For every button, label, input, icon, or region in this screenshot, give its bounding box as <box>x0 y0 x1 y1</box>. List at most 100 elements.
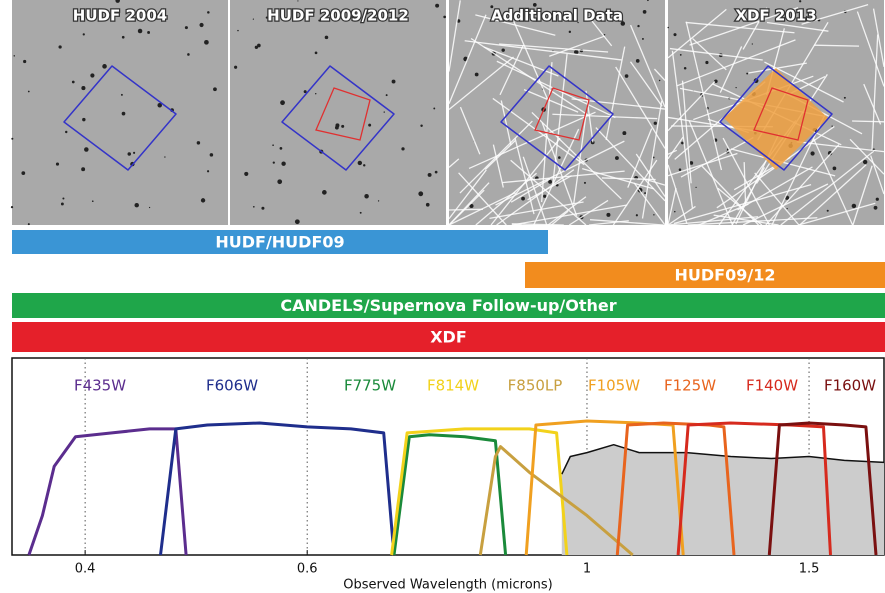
legend-label: F105W <box>588 377 640 395</box>
legend-label: F814W <box>427 377 479 395</box>
star <box>434 170 438 174</box>
hudf-outline <box>719 65 833 171</box>
star <box>695 186 697 189</box>
exposure-edge <box>522 156 548 226</box>
filter-curve <box>27 427 188 556</box>
x-tick-label: 0.4 <box>75 562 96 577</box>
exposure-edge <box>584 11 613 47</box>
exposure-edge <box>500 100 512 146</box>
exposure-edge <box>549 35 606 57</box>
hudf09-outline <box>753 87 809 141</box>
star <box>133 151 136 154</box>
x-tick-label: 0.6 <box>297 562 318 577</box>
exposure-edge <box>722 137 770 226</box>
exposure-edge <box>812 138 854 226</box>
legend-label: F140W <box>746 377 798 395</box>
exposure-edge <box>459 120 533 194</box>
exposure-edge <box>667 8 727 59</box>
exposure-edge <box>573 113 587 205</box>
star <box>237 29 239 32</box>
star <box>435 3 440 8</box>
exposure-edge <box>629 61 663 107</box>
exposure-edge <box>698 203 749 226</box>
exposure-edge <box>496 169 575 226</box>
star <box>334 125 339 130</box>
star <box>751 43 753 45</box>
star <box>137 28 143 34</box>
star <box>261 206 265 210</box>
star <box>252 205 255 208</box>
star <box>433 107 436 110</box>
filter-curve <box>478 445 634 557</box>
star <box>341 124 345 128</box>
star <box>127 152 132 156</box>
star <box>90 73 95 78</box>
exposure-edge <box>856 11 885 87</box>
area <box>561 444 884 555</box>
filter-curve <box>524 419 685 556</box>
star <box>27 90 30 93</box>
star <box>11 137 14 140</box>
star <box>272 161 275 164</box>
exposure-edge <box>448 182 490 226</box>
coverage-bar <box>12 293 885 318</box>
panel-title: Additional Data <box>491 7 623 25</box>
exposure-edge <box>571 98 666 110</box>
star <box>277 179 283 185</box>
star <box>244 171 249 176</box>
star <box>265 16 268 19</box>
exposure-edge <box>448 56 514 111</box>
coverage-label: CANDELS/Supernova Follow-up/Other <box>280 296 616 315</box>
exposure-edge <box>814 44 860 47</box>
star <box>322 190 327 195</box>
coverage-label: XDF <box>430 328 467 347</box>
star <box>843 96 846 99</box>
exposure-edge <box>852 165 873 226</box>
star <box>418 191 424 197</box>
star <box>82 33 85 36</box>
exposure-edge <box>448 14 487 105</box>
exposure-edge <box>680 136 754 178</box>
star <box>363 164 366 167</box>
coverage-bar <box>525 262 885 288</box>
star <box>501 48 505 52</box>
star <box>851 203 857 209</box>
star <box>13 55 16 57</box>
star <box>82 117 86 122</box>
star <box>254 45 259 49</box>
star <box>735 86 737 89</box>
exposure-edge <box>653 68 666 81</box>
plot-area: 0.4 0.6 1 1.5 F435W F606W F775W F814W F850LP F105… <box>27 358 885 577</box>
star <box>574 49 579 55</box>
star <box>635 214 638 217</box>
star <box>148 206 151 209</box>
exposure-edge <box>511 204 628 226</box>
exposure-edge <box>523 88 579 113</box>
star <box>121 111 126 116</box>
exposure-edge <box>849 138 885 175</box>
star <box>831 125 833 127</box>
exposure-edge <box>801 4 869 25</box>
star <box>667 26 669 29</box>
exposure-edge <box>681 80 692 184</box>
star <box>281 161 286 166</box>
coverage-label: HUDF/HUDF09 <box>215 233 344 252</box>
hudf09-outline <box>534 87 590 141</box>
star <box>65 130 68 134</box>
star <box>272 144 274 147</box>
exposure-edge <box>489 201 584 220</box>
panel-title: XDF 2013 <box>735 7 816 25</box>
exposure-edge <box>701 165 760 226</box>
exposure-edge <box>688 120 734 226</box>
star <box>102 64 107 69</box>
star <box>279 147 283 150</box>
star <box>21 171 26 175</box>
star <box>27 223 30 226</box>
star <box>427 172 432 177</box>
coverage-bars: HUDF/HUDF09 HUDF09/12 CANDELS/Supernova Fo… <box>12 230 885 352</box>
star <box>705 60 709 65</box>
star <box>252 18 254 20</box>
star <box>23 59 27 64</box>
filter-curve <box>615 421 736 556</box>
